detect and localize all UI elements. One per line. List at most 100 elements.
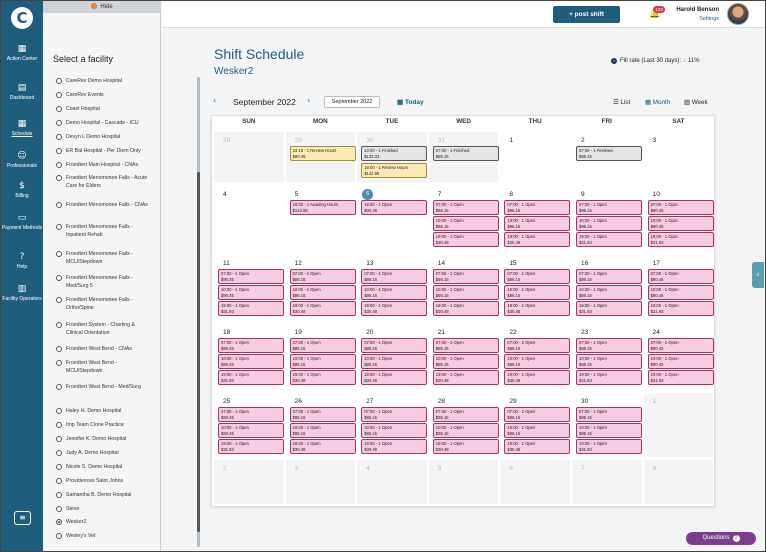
shift-block[interactable]: 10:00 - 1 Open $86.15	[576, 423, 642, 438]
day-cell[interactable]: 7 07:00 - 1 Open $86.15 10:00 - 1 Open $86.1…	[428, 186, 499, 250]
facility-option[interactable]: Jennifer K. Demo Hospital	[56, 435, 152, 443]
shift-block[interactable]: 19:00 - 1 Open $30.48	[361, 439, 428, 454]
shift-block[interactable]: 19:00 - 1 Open $31.93	[218, 439, 284, 454]
facility-radio[interactable]	[56, 78, 62, 84]
facility-radio[interactable]	[56, 106, 62, 112]
facility-option[interactable]: Froedtert Menomonee Falls - Ortho/Spine	[56, 296, 152, 312]
day-cell[interactable]: 29 23:15 - 1 Review Hours $90.45	[285, 132, 356, 182]
shift-block[interactable]: 19:00 - 1 Open $30.48	[504, 232, 571, 247]
shift-block[interactable]: 07:00 - 2 Open $86.15	[504, 338, 571, 353]
settings-link[interactable]: Settings	[699, 16, 719, 22]
day-cell[interactable]: 1	[500, 132, 570, 182]
questions-button[interactable]: Questions?	[686, 532, 756, 545]
facility-option[interactable]: Haley H. Demo Hospital	[56, 407, 152, 415]
day-cell[interactable]: 4	[357, 460, 427, 504]
shift-block[interactable]: 10:00 - 1 Open $86.15	[289, 354, 356, 369]
next-month-button[interactable]: ›	[307, 96, 311, 105]
week-view-button[interactable]: ▥ Week	[684, 99, 708, 106]
shift-block[interactable]: 10:00 - 1 Open $86.15	[361, 285, 428, 300]
facility-option[interactable]: Demo Hospital - Cascade - ICU	[56, 119, 152, 127]
shift-block[interactable]: 07:00 - 1 Open $86.15	[504, 269, 571, 284]
month-picker[interactable]: September 2022	[324, 96, 380, 108]
facility-radio[interactable]	[56, 408, 62, 414]
shift-block[interactable]: 19:00 - 1 Open $30.48	[504, 301, 571, 316]
day-cell[interactable]: 14 07:00 - 1 Open $86.15 10:00 - 1 Open $86.…	[428, 255, 499, 319]
shift-block[interactable]: 10:00 - 1 Open $86.15	[361, 354, 428, 369]
shift-block[interactable]: 19:00 - 1 Open $30.48	[504, 439, 571, 454]
shift-block[interactable]: 07:00 - 1 Open $86.15	[361, 338, 428, 353]
shift-block[interactable]: 19:00 - 1 Open $31.93	[576, 370, 642, 385]
facility-radio[interactable]	[56, 162, 62, 168]
nav-item-action-center[interactable]: ▦ Action Center	[1, 44, 43, 62]
shift-block[interactable]: 10:00 - 1 Open $86.15	[432, 216, 499, 231]
day-cell[interactable]: 5	[428, 460, 499, 504]
day-cell[interactable]: 20 07:00 - 1 Open $86.15 10:00 - 1 Open $86.…	[357, 324, 428, 388]
facility-radio[interactable]	[56, 92, 62, 98]
shift-block[interactable]: 07:00 - 1 Open $86.15	[361, 407, 428, 422]
facility-option[interactable]: Froedtert Menomonee Falls - MCU/Stepdown	[56, 250, 152, 266]
shift-block[interactable]: 19:00 - 1 Open $30.48	[361, 370, 428, 385]
nav-item-billing[interactable]: $ Billing	[1, 181, 43, 199]
day-cell[interactable]: 25 07:00 - 1 Open $90.45 10:00 - 1 Open $90.…	[214, 393, 284, 457]
day-cell[interactable]: 2 07:00 - 1 Finished $86.15	[572, 132, 642, 182]
facility-option[interactable]: Judy A. Demo Hospital	[56, 449, 152, 457]
shift-block[interactable]: 10:00 - 1 Open $90.45	[647, 285, 714, 300]
facility-option[interactable]: Froedtert West Bend - MCU/Stepdown	[56, 359, 152, 375]
info-icon[interactable]: i	[611, 58, 617, 64]
day-cell[interactable]: 29 07:00 - 2 Open $86.15 10:00 - 1 Open $86.…	[500, 393, 571, 457]
facility-radio[interactable]	[56, 322, 62, 328]
facility-radio[interactable]	[56, 519, 62, 525]
facility-radio[interactable]	[56, 297, 62, 303]
facility-radio[interactable]	[56, 384, 62, 390]
facility-radio[interactable]	[56, 533, 62, 539]
nav-item-schedule[interactable]: ▦ Schedule	[1, 119, 43, 137]
facility-option[interactable]: Devyn L Demo Hospital	[56, 133, 152, 141]
day-cell[interactable]: 6	[500, 460, 570, 504]
facility-radio[interactable]	[56, 436, 62, 442]
facility-option[interactable]: Froedtert Menomonee Falls - CNAs	[56, 201, 152, 209]
facility-option[interactable]: Froedtert Menomonee Falls - Acute Care f…	[56, 174, 152, 190]
facility-radio[interactable]	[56, 251, 62, 257]
shift-block[interactable]: 10:00 - 1 Open $90.45	[218, 354, 284, 369]
day-cell[interactable]: 22 07:00 - 2 Open $86.15 10:00 - 1 Open $86.…	[500, 324, 571, 388]
facility-option[interactable]: Wesker2	[56, 518, 152, 526]
facility-radio[interactable]	[56, 224, 62, 230]
facility-radio[interactable]	[56, 492, 62, 498]
facility-radio[interactable]	[56, 422, 62, 428]
shift-block[interactable]: 19:00 - 1 Open $31.93	[576, 439, 642, 454]
day-cell[interactable]: 2	[214, 460, 284, 504]
day-cell[interactable]: 9 07:00 - 1 Open $86.15 10:00 - 1 Open $86.1…	[572, 186, 642, 250]
hide-panel-button[interactable]: ‹ Hide	[43, 1, 161, 13]
facility-radio[interactable]	[56, 120, 62, 126]
day-cell[interactable]: 28	[214, 132, 284, 182]
shift-block[interactable]: 10:00 - 1 Open $86.15	[576, 354, 642, 369]
day-cell[interactable]: 30 10:00 - 1 Finished $133.33 19:00 - 1 Rev…	[357, 132, 428, 182]
shift-block[interactable]: 07:00 - 1 Open $86.15	[576, 407, 642, 422]
facility-option[interactable]: CareRev Demo Hospital	[56, 77, 152, 85]
day-cell[interactable]: 10 07:00 - 1 Open $90.45 10:00 - 1 Open $90.…	[643, 186, 714, 250]
facility-radio[interactable]	[56, 360, 62, 366]
shift-block[interactable]: 07:00 - 1 Open $86.15	[289, 269, 356, 284]
facility-option[interactable]: Froedtert Menomonee Falls - Inpatient Re…	[56, 223, 152, 239]
nav-item-dashboard[interactable]: ▤ Dashboard	[1, 83, 43, 101]
shift-block[interactable]: 19:00 - 1 Open $30.48	[432, 301, 499, 316]
shift-block[interactable]: 19:00 - 1 Open $31.93	[647, 232, 714, 247]
shift-block[interactable]: 10:00 - 1 Open $86.15	[432, 285, 499, 300]
shift-block[interactable]: 10:00 - 1 Open $86.15	[432, 423, 499, 438]
day-cell[interactable]: 24 07:00 - 1 Open $90.45 10:00 - 1 Open $90.…	[643, 324, 714, 388]
facility-option[interactable]: Wesley's Vet	[56, 532, 152, 540]
nav-item-facility-operators[interactable]: ▥ Facility Operators	[1, 284, 43, 302]
bell-icon[interactable]: 🔔	[649, 9, 661, 19]
day-cell[interactable]: 6 19:00 - 1 Open $30.48	[357, 186, 428, 250]
shift-block[interactable]: 19:00 - 1 Open $30.48	[432, 232, 499, 247]
facility-radio[interactable]	[56, 148, 62, 154]
shift-block[interactable]: 10:00 - 1 Open $86.15	[432, 354, 499, 369]
shift-block[interactable]: 23:15 - 1 Review Hours $90.45	[289, 146, 356, 161]
shift-block[interactable]: 19:00 - 1 Open $30.48	[289, 439, 356, 454]
shift-block[interactable]: 10:00 - 1 Open $86.15	[576, 285, 642, 300]
shift-block[interactable]: 07:00 - 1 Finished $86.15	[576, 146, 642, 161]
shift-block[interactable]: 19:00 - 1 Open $30.48	[361, 200, 428, 215]
prev-month-button[interactable]: ‹	[213, 96, 217, 105]
shift-block[interactable]: 07:00 - 2 Open $86.15	[504, 407, 571, 422]
scrollbar-thumb[interactable]	[197, 172, 200, 532]
